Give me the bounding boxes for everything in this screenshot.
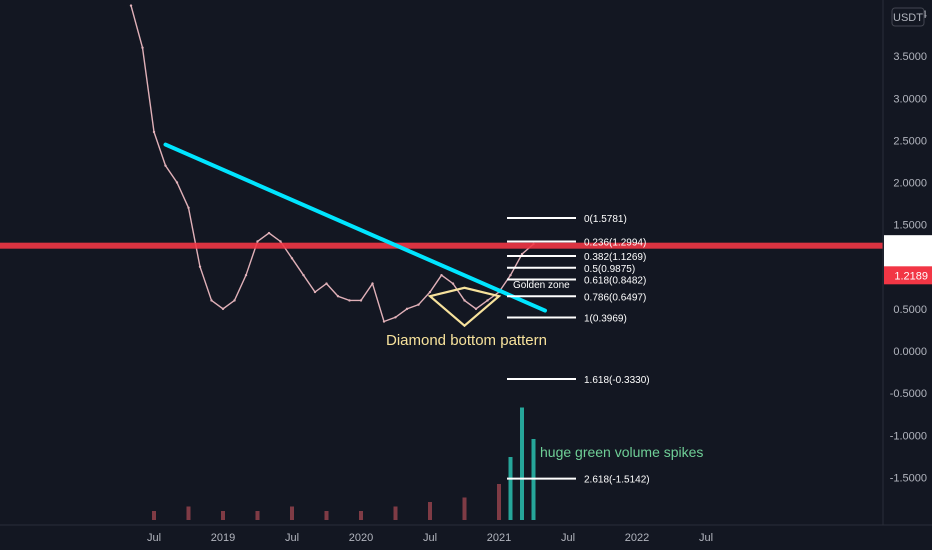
volume-bar [359, 511, 363, 520]
price-point [290, 257, 294, 260]
price-point [463, 299, 466, 302]
trendline [163, 142, 547, 313]
volume-bar [462, 497, 467, 520]
y-tick-label: 0.5000 [893, 304, 927, 316]
price-point [325, 282, 328, 285]
y-tick-label: -0.5000 [890, 388, 927, 400]
price-point [129, 4, 133, 7]
volume-bar [508, 457, 513, 520]
price-point [141, 46, 144, 49]
volume-bar [221, 511, 225, 520]
fib-label: 0.786(0.6497) [584, 292, 646, 303]
currency-button[interactable] [891, 7, 925, 27]
price-point [371, 282, 374, 285]
price-point [348, 299, 351, 302]
y-tick-label: 3.0000 [893, 93, 927, 105]
current-price-box [884, 235, 932, 270]
price-point [244, 273, 248, 277]
fib-label: 2.618(-1.5142) [584, 475, 650, 486]
volume-spike-label: huge green volume spikes [540, 444, 703, 460]
fib-label: 1(0.3969) [584, 314, 627, 325]
price-point [187, 206, 190, 209]
y-tick-label: -1.5000 [890, 472, 927, 484]
price-point [198, 265, 202, 268]
fib-label: 0.236(1.2994) [584, 238, 646, 249]
volume-bar [255, 511, 260, 520]
x-tick-label: Jul [147, 532, 161, 544]
x-tick-label: Jul [561, 532, 575, 544]
x-tick-label: Jul [423, 532, 437, 544]
volume-bars [152, 407, 536, 520]
volume-bar [186, 506, 191, 520]
price-labels: USDT 1.2680 13:16:05 1.2189 [884, 7, 932, 285]
price-point [152, 130, 156, 134]
diamond-pattern [427, 286, 502, 328]
price-point [233, 299, 236, 302]
current-price-value: 1.2680 [894, 239, 928, 251]
resistance-line [0, 242, 883, 249]
volume-bar [393, 506, 398, 520]
price-point [520, 252, 524, 256]
x-tick-label: 2021 [487, 532, 511, 544]
price-line [130, 5, 534, 323]
fib-label: 1.618(-0.3330) [584, 375, 650, 386]
price-point [382, 320, 386, 323]
y-tick-label: 0.0000 [893, 346, 927, 358]
volume-bar [152, 511, 156, 520]
price-point [313, 290, 317, 294]
price-point [210, 299, 213, 302]
y-tick-label: 2.0000 [893, 178, 927, 190]
price-point [267, 231, 271, 235]
fib-label: 0(1.5781) [584, 214, 627, 225]
currency-label: USDT [893, 12, 923, 24]
price-point [394, 316, 397, 319]
price-point [509, 273, 512, 277]
x-tick-label: Jul [285, 532, 299, 544]
volume-bar [520, 407, 524, 520]
price-point [428, 290, 432, 294]
price-point [474, 307, 478, 311]
price-point [175, 181, 179, 184]
price-point [221, 307, 225, 311]
y-tick-label: -1.0000 [890, 430, 927, 442]
bar-countdown: 13:16:05 [885, 254, 928, 266]
price-point [486, 299, 489, 302]
price-point [440, 273, 443, 277]
price-series [129, 4, 535, 323]
fibonacci-levels: 0(1.5781) 0.236(1.2994) 0.382(1.1269)0.5(0… [507, 214, 650, 486]
price-point [359, 299, 363, 302]
price-point [164, 164, 167, 167]
golden-zone-label: Golden zone [513, 280, 570, 291]
fib-label: 0.618(0.8482) [584, 276, 646, 287]
y-tick-label: 2.5000 [893, 135, 927, 147]
price-point [336, 295, 340, 298]
drawing-lines: Diamond bottom pattern huge green volume … [0, 142, 883, 460]
x-tick-label: 2022 [625, 532, 649, 544]
diamond-label: Diamond bottom pattern [386, 332, 547, 349]
volume-bar [497, 484, 501, 520]
volume-bar [290, 506, 294, 520]
x-tick-label: 2020 [349, 532, 373, 544]
volume-bar [324, 511, 329, 520]
price-point [451, 282, 455, 285]
x-tick-label: Jul [699, 532, 713, 544]
y-tick-label: 1.5000 [893, 220, 927, 232]
second-price-box [884, 266, 932, 285]
fib-label: 0.382(1.1269) [584, 252, 646, 263]
x-axis: Jul 2019 Jul 2020 Jul 2021 Jul 2022 Jul [0, 524, 932, 544]
y-tick-label: 3.5000 [893, 51, 927, 63]
price-point [256, 240, 259, 243]
second-price-value: 1.2189 [894, 270, 928, 282]
x-tick-label: 2019 [211, 532, 235, 544]
price-point [417, 303, 420, 306]
price-point [279, 240, 282, 243]
fib-label: 0.5(0.9875) [584, 264, 635, 275]
price-point [405, 307, 409, 311]
price-point [302, 273, 305, 277]
volume-bar [428, 502, 432, 520]
